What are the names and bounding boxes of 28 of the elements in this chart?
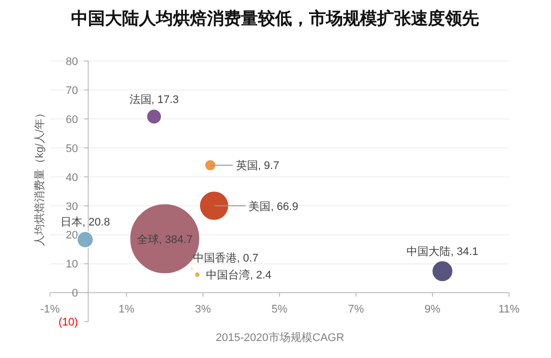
annotation: 日本, 20.8	[60, 216, 110, 229]
y-tick-label: 0	[72, 288, 78, 300]
y-tick-label: 60	[66, 114, 78, 126]
y-tick-label: 80	[66, 56, 78, 68]
x-tick-label: 3%	[195, 304, 212, 316]
y-tick-label: 70	[66, 84, 78, 97]
annotation: 中国台湾, 2.4	[206, 268, 272, 282]
x-tick-label: 5%	[272, 304, 288, 316]
annotation: 美国, 66.9	[248, 200, 298, 213]
annotation: 英国, 9.7	[236, 159, 280, 172]
y-tick-label: 20	[66, 230, 78, 242]
y-tick-label: (10)	[58, 316, 78, 329]
annotation: 全球, 384.7	[136, 232, 193, 246]
x-tick-label: -1%	[40, 304, 60, 316]
x-tick-label: 11%	[498, 304, 520, 316]
annotation: 中国大陆, 34.1	[406, 244, 478, 258]
x-tick-label: 7%	[348, 304, 364, 316]
y-axis-title: 人均烘焙消费量（kg/人/年）	[33, 107, 46, 246]
y-tick-label: 50	[66, 142, 78, 155]
annotation: 法国, 17.3	[129, 93, 179, 106]
x-axis-title: 2015-2020市场规模CAGR	[216, 331, 344, 344]
annotation: 中国香港, 0.7	[192, 252, 258, 265]
y-tick-label: 30	[66, 200, 78, 213]
x-tick-label: 9%	[424, 304, 441, 316]
y-tick-label: 40	[66, 172, 78, 184]
x-tick-label: 1%	[118, 304, 135, 316]
y-tick-label: 10	[66, 258, 78, 271]
chart-title: 中国大陆人均烘焙消费量较低，市场规模扩张速度领先	[71, 9, 479, 28]
